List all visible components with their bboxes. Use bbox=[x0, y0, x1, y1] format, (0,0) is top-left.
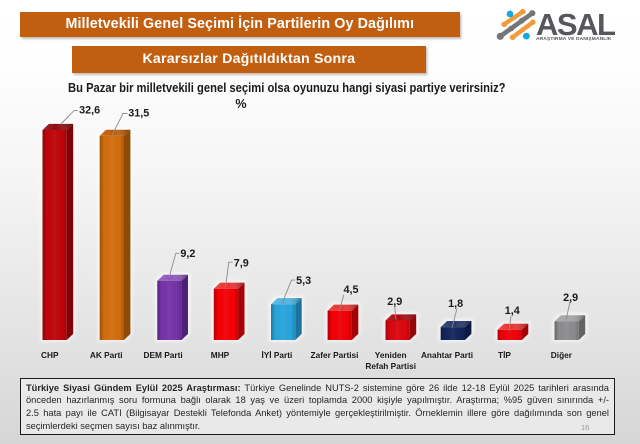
svg-text:2,9: 2,9 bbox=[563, 292, 578, 304]
svg-text:İYİ Parti: İYİ Parti bbox=[261, 350, 292, 360]
svg-text:4,5: 4,5 bbox=[344, 284, 359, 296]
svg-text:Refah Partisi: Refah Partisi bbox=[365, 361, 416, 371]
svg-text:7,9: 7,9 bbox=[234, 258, 249, 270]
svg-text:ASAL: ASAL bbox=[536, 7, 615, 42]
svg-text:Zafer Partisi: Zafer Partisi bbox=[311, 350, 359, 360]
svg-text:32,6: 32,6 bbox=[79, 105, 100, 117]
svg-text:2,9: 2,9 bbox=[387, 296, 402, 308]
svg-text:MHP: MHP bbox=[211, 350, 230, 360]
svg-text:ARAŞTIRMA VE DANIŞMANLIK: ARAŞTIRMA VE DANIŞMANLIK bbox=[536, 36, 612, 42]
svg-text:9,2: 9,2 bbox=[180, 248, 195, 260]
svg-text:AK Parti: AK Parti bbox=[90, 350, 123, 360]
svg-text:DEM Parti: DEM Parti bbox=[144, 350, 183, 360]
svg-text:CHP: CHP bbox=[41, 350, 59, 360]
svg-text:Diğer: Diğer bbox=[551, 350, 573, 360]
svg-text:5,3: 5,3 bbox=[296, 275, 311, 287]
svg-text:1,4: 1,4 bbox=[505, 305, 520, 317]
svg-text:Anahtar Parti: Anahtar Parti bbox=[421, 350, 473, 360]
svg-text:TİP: TİP bbox=[498, 350, 511, 360]
svg-text:1,8: 1,8 bbox=[448, 298, 463, 310]
svg-text:Yeniden: Yeniden bbox=[375, 350, 407, 360]
svg-text:31,5: 31,5 bbox=[128, 108, 149, 120]
